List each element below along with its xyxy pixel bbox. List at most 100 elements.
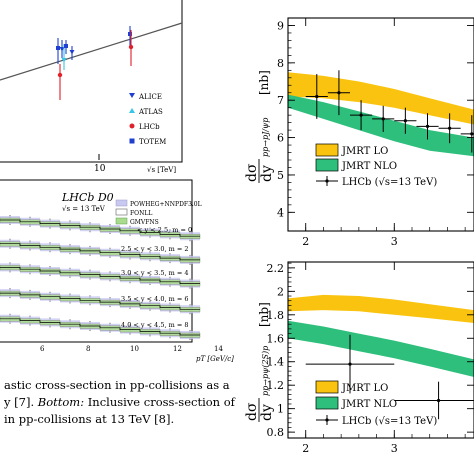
tl-point-marker-6 xyxy=(128,32,132,36)
bl-xlabel: pT [GeV/c] xyxy=(196,355,234,363)
tr-ytick-label-2: 6 xyxy=(277,132,284,145)
tr-legend-swatch-nlo xyxy=(315,158,339,172)
tl-point-3 xyxy=(57,64,63,100)
tl-legend-marker-lhcb xyxy=(129,123,135,129)
tr-lhcb-point-2 xyxy=(350,100,373,131)
tr-lhcb-point-5 xyxy=(416,113,439,140)
bl-legend-label-gmvfns: GMVFNS xyxy=(130,219,159,226)
br-ytick-label-3: 1.4 xyxy=(267,356,285,369)
tr-xtick-label-1: 3 xyxy=(391,235,398,248)
br-legend-marker-lhcb-dot xyxy=(325,418,329,422)
tl-point-marker-3 xyxy=(57,72,63,78)
br-lhcb-point-0 xyxy=(305,334,395,394)
tl-xlabel: √s [TeV] xyxy=(147,166,176,174)
br-ylabel-sub: pp→pψ(2S)p xyxy=(261,346,270,396)
tr-lhcb-marker-0 xyxy=(315,94,319,99)
tl-point-marker-2 xyxy=(61,58,67,63)
br-legend-label-lhcb-energy: √s=13 TeV xyxy=(379,416,435,427)
br-legend-swatch-nlo xyxy=(315,396,339,410)
tr-lhcb-point-1 xyxy=(327,70,350,116)
br-ylabel-den: dy xyxy=(259,404,275,421)
bl-subtitle: √s = 13 TeV xyxy=(62,205,106,213)
tl-legend-marker-atlas xyxy=(129,108,135,113)
panel-bottom-right: 0.8 1 1.2 1.4 1.6 1.8 2 2.2 2 3 dσ dy pp→pψ(2S)p … xyxy=(244,261,474,455)
bl-data-line-0 xyxy=(0,219,200,237)
br-marks xyxy=(288,294,474,420)
br-ytick-label-4: 1.6 xyxy=(267,332,285,345)
tr-xtick-label-0: 2 xyxy=(302,235,309,248)
tr-lhcb-point-6 xyxy=(438,113,461,144)
tr-legend-label-nlo: JMRT NLO xyxy=(341,161,397,172)
bl-band-row-3 xyxy=(0,288,201,315)
bl-data-line-1 xyxy=(0,243,200,261)
tr-ylabel-num: dσ xyxy=(244,163,260,182)
br-legend-swatch-lo xyxy=(315,380,339,394)
bl-xticks: 6 8 10 12 14 xyxy=(40,345,223,353)
br-band-nlo xyxy=(288,320,474,377)
bl-data-line-2 xyxy=(0,267,200,284)
bl-band-row-4 xyxy=(0,313,201,340)
tr-ytick-label-3: 7 xyxy=(277,94,284,107)
bl-bands xyxy=(0,215,201,340)
panel-bottom-left: LHCb D0 √s = 13 TeV POWHEG+NNPDF3.0L FON… xyxy=(0,179,234,363)
bl-data-line-4 xyxy=(0,318,200,336)
bl-annotations: < y < 2.5, m = 0 2.5 < y < 3.0, m = 2 3.… xyxy=(121,226,192,329)
br-plot-area xyxy=(288,294,474,420)
tl-point-marker-1 xyxy=(59,47,65,52)
br-legend-label-nlo: JMRT NLO xyxy=(341,399,397,410)
tr-band-lo xyxy=(288,72,474,125)
bl-xtick-8: 8 xyxy=(86,345,90,353)
br-ylabel: dσ dy pp→pψ(2S)p [nb] xyxy=(244,302,275,422)
br-xtick-label-1: 3 xyxy=(391,442,398,455)
tr-ytick-label-1: 5 xyxy=(277,169,284,182)
bl-annotation-m4: 3.0 < y < 3.5, m = 4 xyxy=(121,269,189,277)
tl-point-7 xyxy=(128,30,134,66)
tr-lhcb-marker-7 xyxy=(470,132,474,136)
br-legend-label-lhcb-pre: LHCb ( xyxy=(342,416,379,427)
bl-data-line-3 xyxy=(0,292,200,310)
br-ytick-label-7: 2.2 xyxy=(267,262,285,275)
br-legend-label-lhcb: LHCb (√s=13 TeV) xyxy=(342,416,437,427)
tr-legend-label-lhcb-post: ) xyxy=(433,177,437,188)
br-xtick-label-0: 2 xyxy=(302,442,309,455)
bl-xtick-6: 6 xyxy=(40,345,45,353)
tr-ylabel-unit: [nb] xyxy=(257,70,271,95)
br-legend: JMRT LO JMRT NLO LHCb (√s=13 TeV) xyxy=(315,380,437,427)
panel-top-right: 4 5 6 7 8 9 2 3 dσ dy pp→pJ/ψp [nb] JMRT LO JMR… xyxy=(244,17,474,248)
tr-ytick-label-5: 9 xyxy=(277,19,284,32)
tr-lhcb-point-4 xyxy=(394,107,417,134)
br-lhcb-point-1 xyxy=(394,381,474,420)
tr-ytick-label-4: 8 xyxy=(277,57,284,70)
caption-line-2a: y [7]. xyxy=(4,395,38,409)
tl-xtick-10: 10 xyxy=(94,164,106,174)
bl-annotation-m2: 2.5 < y < 3.0, m = 2 xyxy=(121,245,189,253)
caption-line-2: y [7]. Bottom: Inclusive cross-section o… xyxy=(4,394,256,411)
tl-legend-label-atlas: ATLAS xyxy=(138,108,163,116)
bl-xtick-14: 14 xyxy=(214,345,223,353)
tr-ylabel-sub: pp→pJ/ψp xyxy=(261,118,270,157)
tl-point-5 xyxy=(69,46,75,60)
tr-lhcb-marker-3 xyxy=(381,117,385,121)
br-ytick-label-6: 2 xyxy=(277,285,284,298)
tl-data-points xyxy=(56,26,134,100)
bl-title: LHCb D0 xyxy=(61,191,114,204)
br-lhcb-marker-1 xyxy=(436,398,441,403)
tr-band-nlo xyxy=(288,94,474,157)
caption-bottom-label: Bottom: xyxy=(37,395,85,409)
bl-annotation-m6: 3.5 < y < 4.0, m = 6 xyxy=(121,295,189,303)
tl-frame xyxy=(0,0,183,163)
tr-frame xyxy=(287,17,474,232)
br-lhcb-marker-0 xyxy=(348,362,352,366)
br-ytick-label-1: 1 xyxy=(277,403,284,416)
caption-line-3: in pp-collisions at 13 TeV [8]. xyxy=(4,412,175,426)
tl-point-1 xyxy=(59,40,65,58)
bl-band-row-0 xyxy=(0,215,201,242)
tl-point-2 xyxy=(61,44,67,70)
tl-fit-line xyxy=(0,22,183,81)
tr-lhcb-point-7 xyxy=(460,115,474,153)
tr-legend-marker-lhcb-dot xyxy=(325,179,329,183)
br-frame xyxy=(287,261,474,439)
bl-legend: POWHEG+NNPDF3.0L FONLL GMVFNS xyxy=(115,199,202,226)
tl-legend-marker-totem xyxy=(129,138,135,144)
bl-legend-swatch-fonll xyxy=(115,208,128,216)
